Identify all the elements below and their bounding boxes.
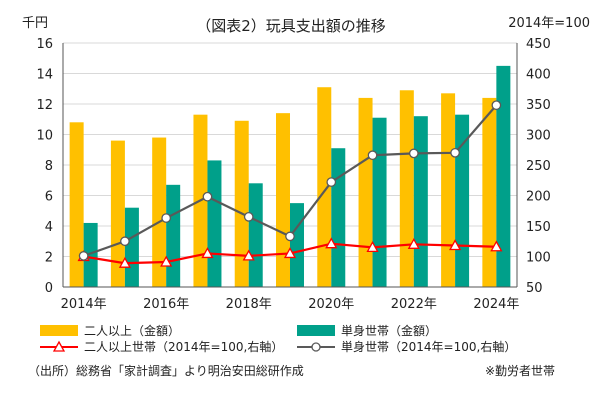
- legend-marker-line-single: [311, 342, 321, 352]
- x-tick-label: 2024年: [473, 297, 519, 312]
- point-triangle-couple: [283, 247, 297, 259]
- left-axis-unit: 千円: [22, 16, 48, 31]
- point-triangle-couple: [201, 247, 214, 259]
- point-circle-single: [78, 251, 89, 261]
- left-tick-label: 0: [45, 281, 53, 296]
- point-circle-single: [408, 148, 419, 159]
- bar-single: [455, 114, 470, 287]
- bar-couple: [399, 90, 414, 288]
- point-circle-single: [120, 236, 130, 247]
- bar-couple: [110, 140, 125, 287]
- bar-couple: [441, 93, 456, 287]
- bar-single: [83, 222, 98, 287]
- bar-single: [207, 160, 222, 287]
- left-tick-label: 8: [45, 159, 53, 174]
- bar-couple: [482, 97, 497, 288]
- bar-single: [290, 203, 304, 287]
- left-tick-label: 14: [36, 68, 53, 83]
- chart-title: （図表2）玩具支出額の推移: [196, 17, 386, 35]
- bar-couple: [276, 113, 290, 288]
- point-triangle-couple: [366, 241, 379, 252]
- legend-marker-line-couple: [52, 340, 66, 352]
- x-tick-label: 2022年: [391, 297, 437, 312]
- bar-single: [248, 183, 263, 287]
- worker-household-note: ※勤労者世帯: [485, 364, 555, 378]
- left-tick-label: 6: [45, 190, 53, 205]
- left-tick-label: 12: [36, 98, 53, 113]
- x-tick-label: 2020年: [308, 297, 354, 312]
- x-tick-label: 2014年: [61, 297, 107, 312]
- x-axis-ticks: 2014年 2016年 2018年 2020年 2022年 2024年: [61, 297, 520, 312]
- point-triangle-couple: [407, 237, 420, 249]
- point-triangle-couple: [242, 249, 255, 261]
- right-tick-label: 250: [526, 159, 551, 174]
- point-circle-single: [450, 147, 460, 158]
- right-tick-label: 50: [526, 281, 543, 296]
- point-circle-single: [161, 213, 172, 223]
- legend-label-bar-couple: 二人以上（金額）: [84, 323, 180, 338]
- right-axis-ticks: 50 100 150 200 250 300 350 400 450: [526, 37, 551, 296]
- bar-series-group: [69, 65, 511, 288]
- source-note: （出所）総務省「家計調査」より明治安田総研作成: [28, 363, 304, 378]
- point-circle-single: [326, 177, 337, 187]
- left-tick-label: 2: [45, 251, 53, 266]
- right-tick-label: 100: [526, 251, 551, 266]
- bar-couple: [317, 87, 332, 287]
- legend-swatch-bar-couple: [40, 325, 78, 336]
- x-tick-label: 2018年: [226, 297, 272, 312]
- point-circle-single: [202, 191, 213, 202]
- legend-label-line-single: 単身世帯（2014年=100,右軸）: [341, 339, 516, 354]
- point-triangle-couple: [160, 255, 173, 267]
- bar-single: [166, 184, 181, 287]
- point-triangle-couple: [448, 239, 462, 251]
- right-axis-unit: 2014年=100: [508, 16, 590, 31]
- bar-single: [496, 65, 511, 287]
- axes: [62, 43, 518, 288]
- x-tick-label: 2016年: [143, 297, 189, 312]
- right-tick-label: 150: [526, 220, 551, 235]
- bar-couple: [234, 120, 249, 288]
- legend-swatch-bar-single: [297, 325, 335, 336]
- point-triangle-couple: [490, 240, 503, 252]
- left-tick-label: 16: [36, 37, 53, 52]
- point-circle-single: [367, 150, 378, 161]
- point-circle-single: [285, 231, 295, 242]
- right-tick-label: 300: [526, 129, 551, 144]
- point-circle-single: [243, 212, 254, 222]
- point-triangle-couple: [118, 256, 132, 268]
- bar-couple: [69, 122, 84, 287]
- left-axis-ticks: 0 2 4 6 8 10 12 14 16: [36, 37, 53, 296]
- bar-couple: [152, 137, 167, 287]
- right-tick-label: 400: [526, 68, 551, 83]
- bar-couple: [358, 97, 373, 288]
- right-tick-label: 450: [526, 37, 551, 52]
- point-triangle-couple: [325, 237, 338, 249]
- bar-single: [372, 117, 387, 287]
- right-tick-label: 350: [526, 98, 551, 113]
- left-tick-label: 10: [36, 129, 53, 144]
- left-tick-label: 4: [45, 220, 53, 235]
- legend-label-bar-single: 単身世帯（金額）: [341, 323, 437, 338]
- bar-single: [331, 148, 346, 287]
- point-circle-single: [491, 100, 502, 111]
- legend: 二人以上（金額） 単身世帯（金額） 二人以上世帯（2014年=100,右軸） 単…: [40, 323, 516, 354]
- line-series-group: [77, 100, 503, 268]
- right-tick-label: 200: [526, 190, 551, 205]
- legend-label-line-couple: 二人以上世帯（2014年=100,右軸）: [84, 339, 283, 354]
- bar-single: [124, 207, 139, 287]
- bar-single: [413, 116, 428, 287]
